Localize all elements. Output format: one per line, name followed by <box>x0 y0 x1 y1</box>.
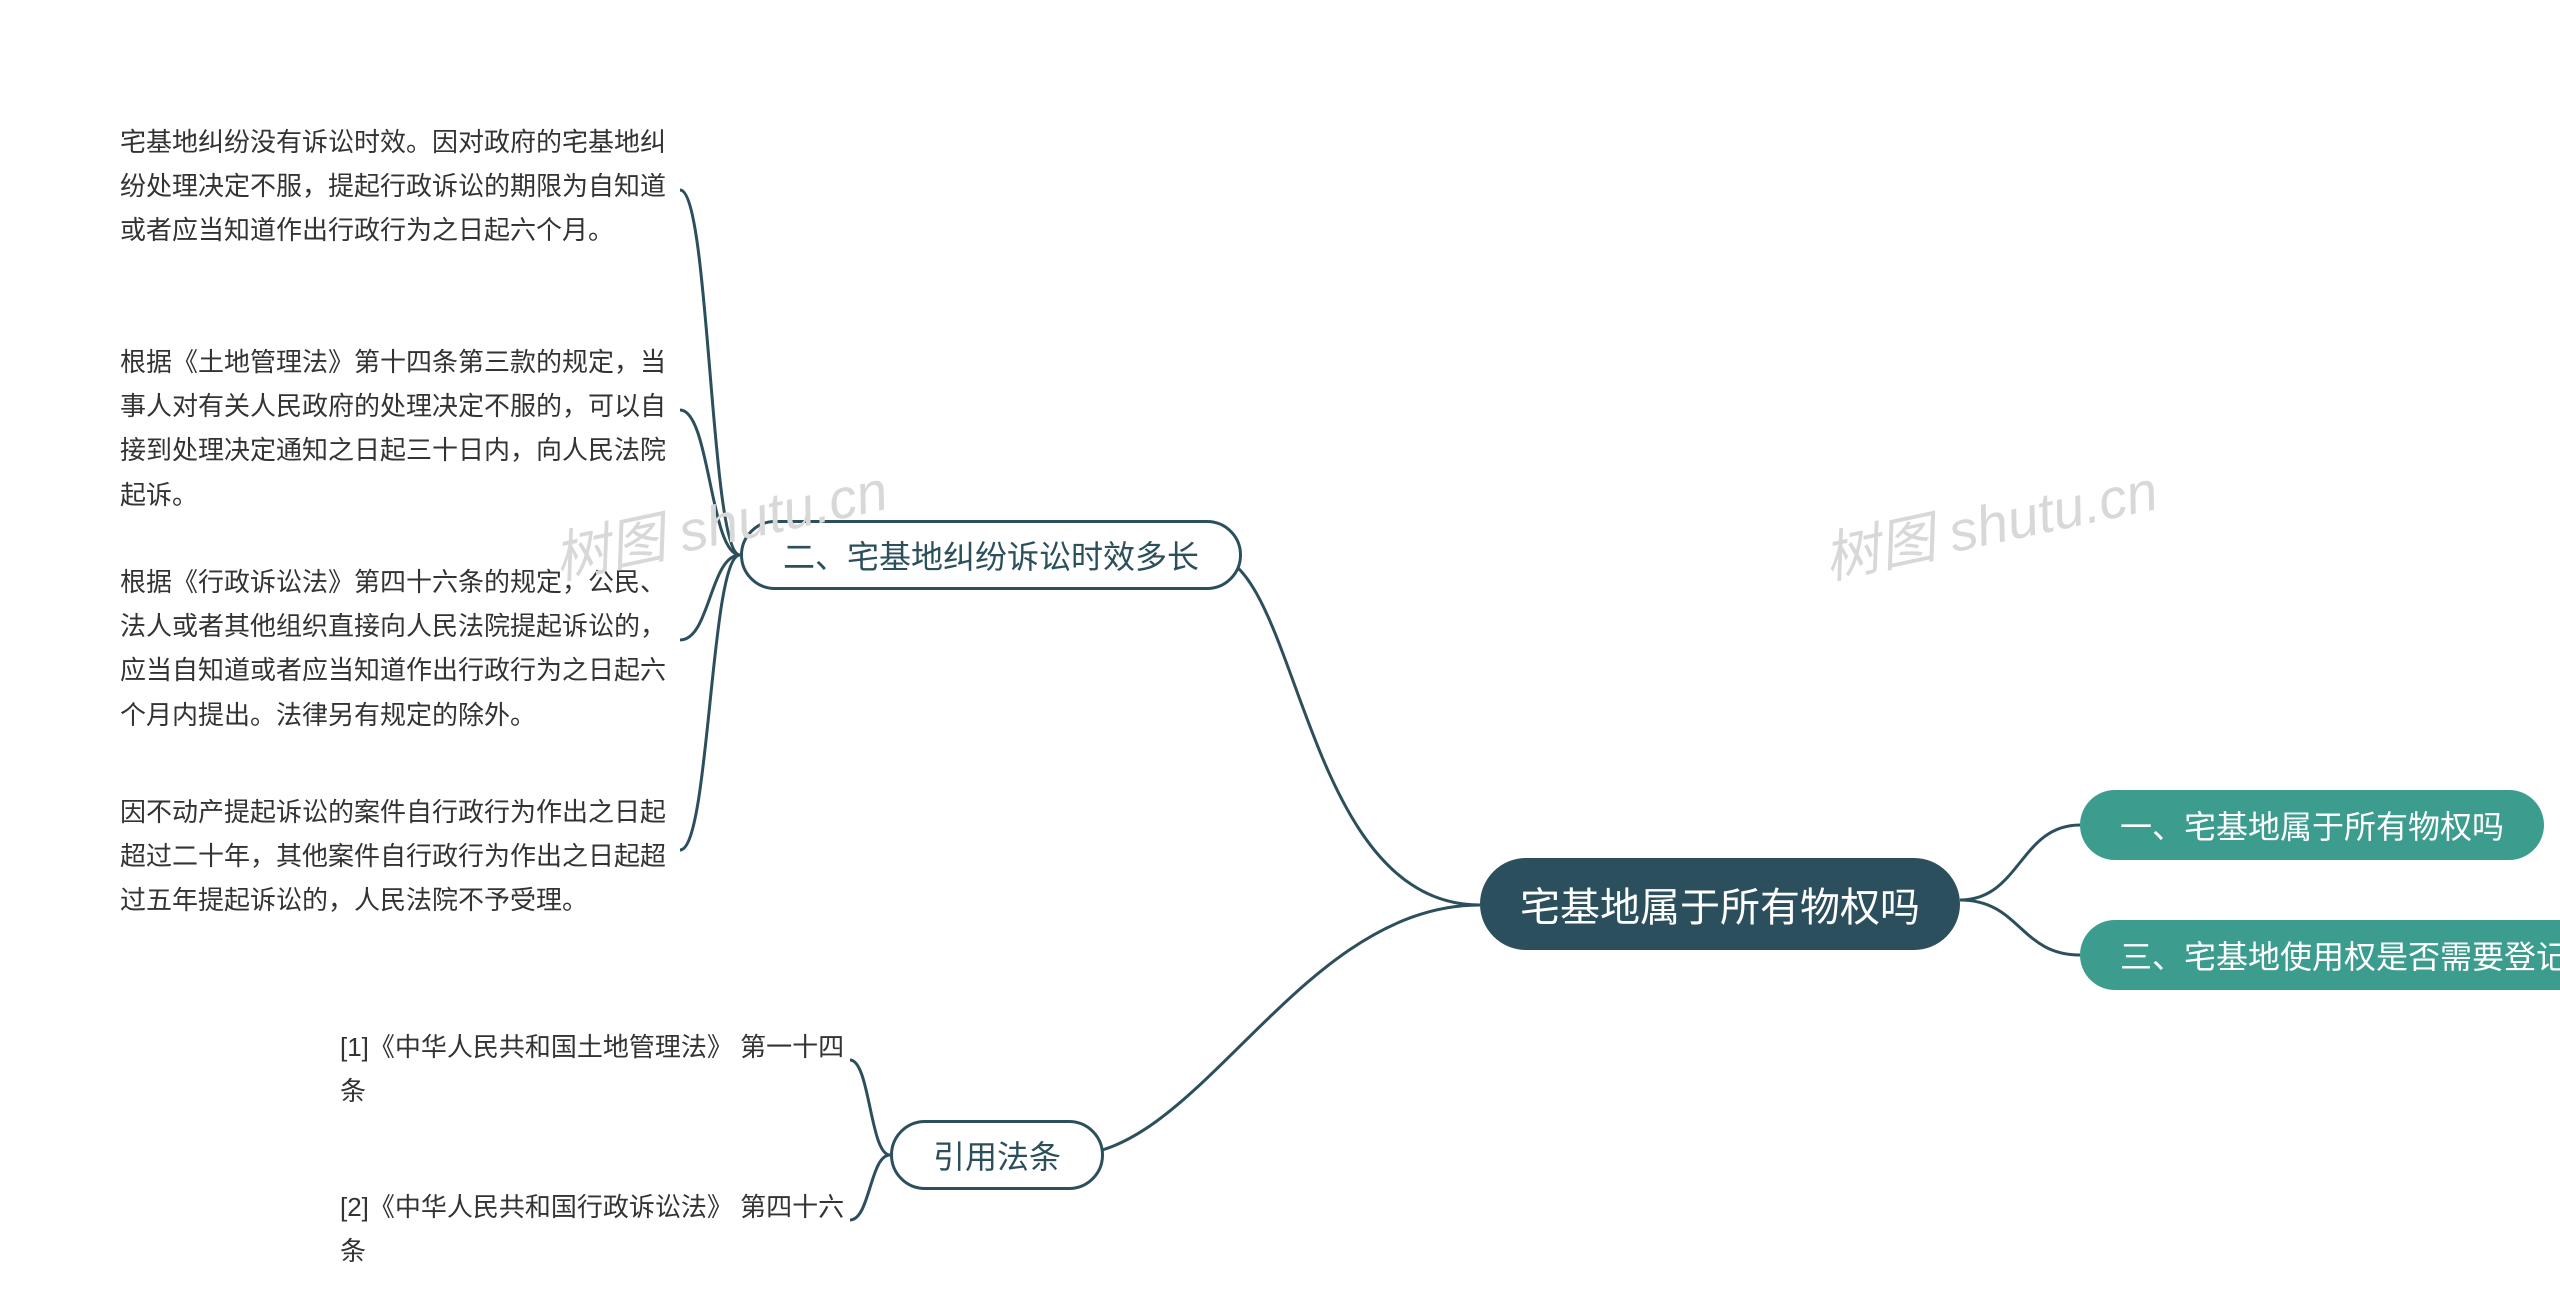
leaf-node: 根据《土地管理法》第十四条第三款的规定，当事人对有关人民政府的处理决定不服的，可… <box>120 340 680 517</box>
edge <box>1070 905 1480 1155</box>
leaf-text: 根据《土地管理法》第十四条第三款的规定，当事人对有关人民政府的处理决定不服的，可… <box>120 347 666 510</box>
mindmap-canvas: 宅基地属于所有物权吗 一、宅基地属于所有物权吗 三、宅基地使用权是否需要登记 二… <box>0 0 2560 1312</box>
branch-label: 二、宅基地纠纷诉讼时效多长 <box>783 532 1199 578</box>
branch-label: 一、宅基地属于所有物权吗 <box>2120 802 2504 848</box>
edge <box>850 1155 890 1220</box>
watermark-text: 树图 shutu.cn <box>1818 458 2163 590</box>
edge <box>680 410 740 555</box>
root-label: 宅基地属于所有物权吗 <box>1520 875 1920 933</box>
branch-right-1[interactable]: 一、宅基地属于所有物权吗 <box>2080 790 2544 860</box>
leaf-node: 因不动产提起诉讼的案件自行政行为作出之日起超过二十年，其他案件自行政行为作出之日… <box>120 790 680 923</box>
branch-right-2[interactable]: 三、宅基地使用权是否需要登记 <box>2080 920 2560 990</box>
edge <box>680 555 740 640</box>
edge <box>1210 555 1480 905</box>
root-node[interactable]: 宅基地属于所有物权吗 <box>1480 858 1960 950</box>
watermark: 树图 shutu.cn <box>1815 446 2164 596</box>
leaf-text: [2]《中华人民共和国行政诉讼法》 第四十六条 <box>340 1192 844 1266</box>
branch-left-1[interactable]: 二、宅基地纠纷诉讼时效多长 <box>740 520 1242 590</box>
edge <box>680 190 740 555</box>
branch-label: 引用法条 <box>933 1132 1061 1178</box>
leaf-text: 宅基地纠纷没有诉讼时效。因对政府的宅基地纠纷处理决定不服，提起行政诉讼的期限为自… <box>120 127 666 245</box>
edge <box>1960 825 2080 900</box>
leaf-node: [1]《中华人民共和国土地管理法》 第一十四条 <box>340 1025 850 1113</box>
leaf-node: [2]《中华人民共和国行政诉讼法》 第四十六条 <box>340 1185 850 1273</box>
edge <box>680 555 740 850</box>
leaf-node: 根据《行政诉讼法》第四十六条的规定，公民、法人或者其他组织直接向人民法院提起诉讼… <box>120 560 680 737</box>
leaf-text: [1]《中华人民共和国土地管理法》 第一十四条 <box>340 1032 844 1106</box>
leaf-text: 根据《行政诉讼法》第四十六条的规定，公民、法人或者其他组织直接向人民法院提起诉讼… <box>120 567 666 730</box>
branch-label: 三、宅基地使用权是否需要登记 <box>2120 932 2560 978</box>
leaf-node: 宅基地纠纷没有诉讼时效。因对政府的宅基地纠纷处理决定不服，提起行政诉讼的期限为自… <box>120 120 680 253</box>
branch-left-2[interactable]: 引用法条 <box>890 1120 1104 1190</box>
leaf-text: 因不动产提起诉讼的案件自行政行为作出之日起超过二十年，其他案件自行政行为作出之日… <box>120 797 666 915</box>
edge <box>1960 900 2080 955</box>
edge <box>850 1060 890 1155</box>
